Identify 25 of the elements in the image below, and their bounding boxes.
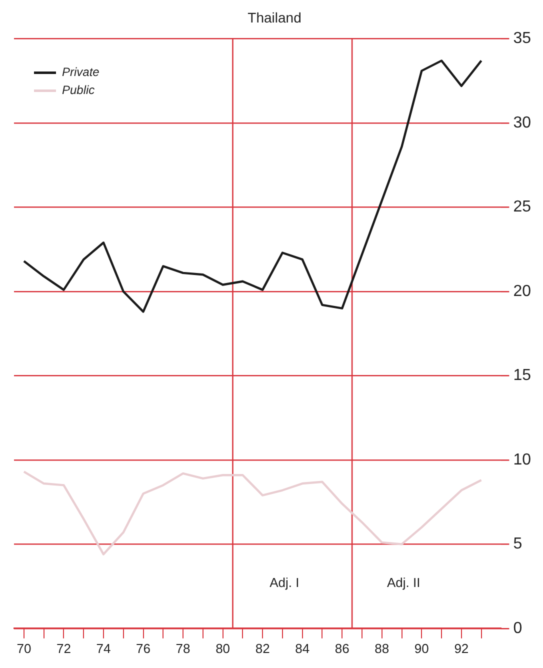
x-tick-label: 88 — [374, 640, 390, 656]
y-tick-label: 10 — [513, 451, 532, 468]
x-tick-label: 80 — [216, 640, 230, 656]
x-tick-label: 76 — [136, 640, 150, 656]
x-tick-label: 90 — [414, 640, 429, 656]
ref-line-label: Adj. II — [387, 574, 420, 590]
y-tick-label: 25 — [513, 198, 532, 216]
legend-label: Private — [62, 65, 100, 80]
legend-label: Public — [62, 83, 95, 98]
x-tick-label: 86 — [334, 640, 350, 656]
x-tick-label: 72 — [56, 640, 71, 656]
y-tick-label: 5 — [513, 536, 522, 553]
x-tick-label: 70 — [16, 640, 32, 656]
y-tick-label: 30 — [513, 114, 532, 132]
chart-title: Thailand — [248, 9, 302, 26]
x-tick-label: 92 — [454, 640, 469, 656]
ref-line-label: Adj. I — [270, 574, 300, 590]
y-tick-label: 35 — [513, 30, 532, 48]
y-tick-label: 15 — [513, 367, 532, 384]
y-tick-label: 20 — [513, 282, 532, 300]
y-tick-label: 0 — [513, 620, 522, 637]
x-tick-label: 74 — [96, 640, 111, 656]
x-tick-label: 78 — [176, 640, 190, 656]
x-tick-label: 82 — [255, 640, 270, 656]
x-tick-label: 84 — [295, 640, 310, 656]
